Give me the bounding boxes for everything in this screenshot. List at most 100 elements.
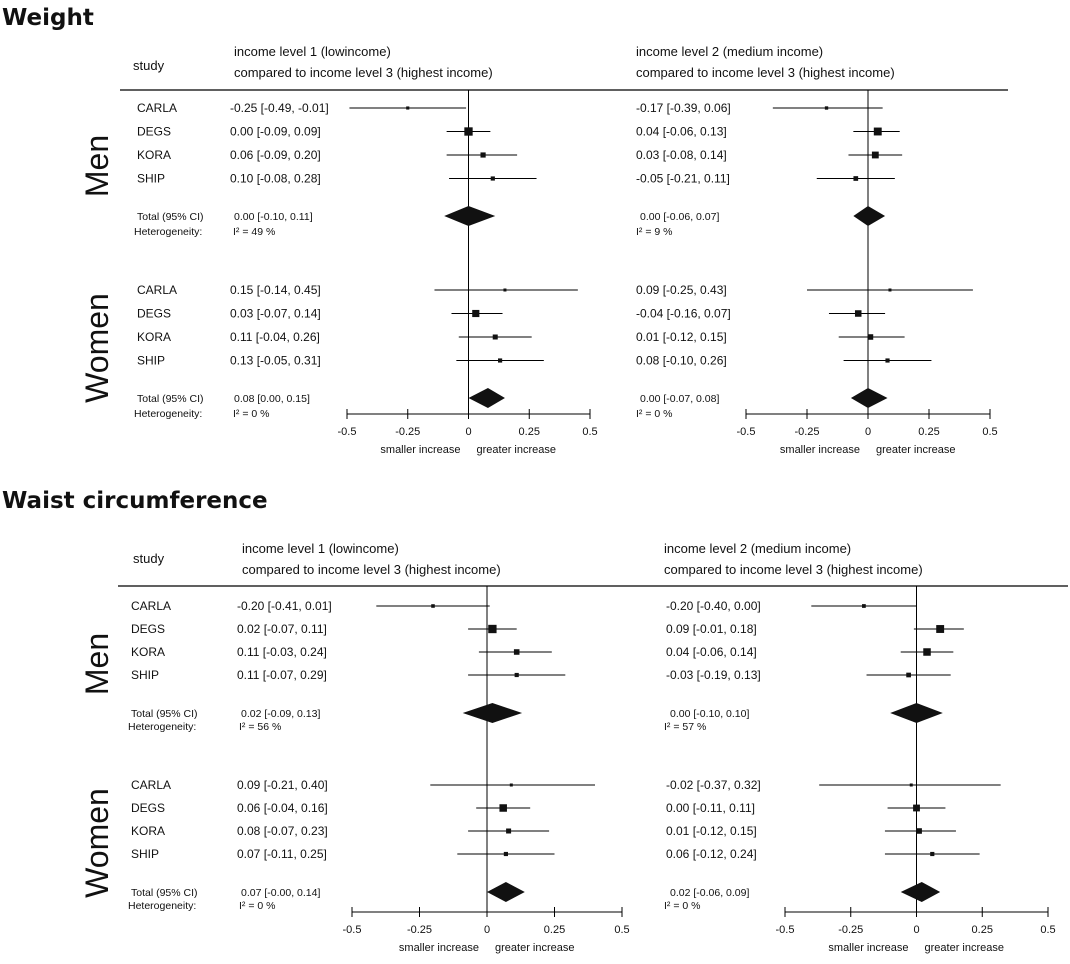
study-point-estimate (514, 672, 519, 678)
heterogeneity-i2: I² = 49 % (233, 226, 275, 238)
x-tick-label: 0 (913, 924, 919, 936)
x-tick-label: -0.25 (838, 924, 863, 936)
x-tick-label: -0.25 (407, 924, 432, 936)
x-tick-label: -0.5 (343, 924, 362, 936)
pooled-estimate-diamond (444, 206, 496, 226)
study-point-estimate (916, 828, 922, 834)
effect-estimate-label: -0.05 [-0.21, 0.11] (636, 172, 730, 186)
effect-estimate-label: 0.11 [-0.03, 0.24] (237, 645, 327, 659)
x-tick-label: 0.25 (544, 924, 565, 936)
study-name: DEGS (137, 307, 171, 321)
x-tick-label: 0.5 (582, 426, 597, 438)
study-point-estimate (906, 672, 911, 678)
forest-chart-weight: Weight study income level 1 (lowincome) com… (2, 5, 1008, 456)
effect-estimate-label: 0.02 [-0.07, 0.11] (237, 622, 327, 636)
x-tick-label: 0.5 (1040, 924, 1055, 936)
pooled-estimate-label: 0.00 [-0.07, 0.08] (640, 393, 719, 405)
effect-estimate-label: 0.04 [-0.06, 0.14] (666, 645, 757, 659)
study-point-estimate (506, 828, 512, 834)
panel-title-line2: compared to income level 3 (highest inco… (636, 65, 895, 80)
x-tick-label: 0.5 (614, 924, 629, 936)
x-tick-label: -0.5 (338, 426, 357, 438)
study-point-estimate (480, 152, 486, 158)
study-name: CARLA (131, 599, 171, 613)
effect-estimate-label: 0.09 [-0.25, 0.43] (636, 283, 727, 297)
study-point-estimate (909, 783, 913, 787)
study-point-estimate (472, 309, 480, 318)
axis-label-greater-increase: greater increase (925, 942, 1005, 954)
panel-title-line2: compared to income level 3 (highest inco… (242, 562, 501, 577)
pooled-estimate-label: 0.00 [-0.06, 0.07] (640, 211, 719, 223)
study-point-estimate (406, 106, 410, 110)
study-name: DEGS (137, 125, 171, 139)
effect-estimate-label: 0.03 [-0.07, 0.14] (230, 307, 321, 321)
study-point-estimate (871, 151, 879, 159)
heterogeneity-label: Heterogeneity: (134, 408, 202, 420)
panel-title-line1: income level 2 (medium income) (664, 541, 851, 556)
study-point-estimate (509, 783, 513, 787)
x-tick-label: 0.25 (519, 426, 540, 438)
heterogeneity-i2: I² = 56 % (239, 721, 281, 733)
panel-title-line1: income level 1 (lowincome) (242, 541, 399, 556)
effect-estimate-label: -0.20 [-0.40, 0.00] (666, 599, 761, 613)
effect-estimate-label: 0.11 [-0.04, 0.26] (230, 330, 320, 344)
panel-title-line2: compared to income level 3 (highest inco… (234, 65, 493, 80)
x-tick-label: -0.25 (395, 426, 420, 438)
effect-estimate-label: 0.09 [-0.01, 0.18] (666, 622, 757, 636)
study-point-estimate (498, 358, 503, 363)
study-column-header: study (133, 551, 165, 566)
effect-estimate-label: 0.08 [-0.10, 0.26] (636, 354, 727, 368)
effect-estimate-label: 0.03 [-0.08, 0.14] (636, 148, 727, 162)
effect-estimate-label: -0.03 [-0.19, 0.13] (666, 668, 761, 682)
effect-estimate-label: -0.20 [-0.41, 0.01] (237, 599, 332, 613)
effect-estimate-label: -0.17 [-0.39, 0.06] (636, 101, 731, 115)
pooled-estimate-diamond (890, 703, 943, 723)
pooled-estimate-label: 0.00 [-0.10, 0.11] (234, 211, 313, 223)
effect-estimate-label: 0.15 [-0.14, 0.45] (230, 283, 321, 297)
heterogeneity-label: Heterogeneity: (128, 721, 196, 733)
effect-estimate-label: 0.01 [-0.12, 0.15] (636, 330, 727, 344)
pooled-estimate-diamond (900, 882, 941, 902)
study-point-estimate (499, 804, 507, 812)
axis-label-smaller-increase: smaller increase (380, 444, 460, 456)
study-point-estimate (854, 310, 862, 317)
heterogeneity-i2: I² = 0 % (664, 900, 700, 912)
effect-estimate-label: 0.08 [-0.07, 0.23] (237, 824, 328, 838)
effect-estimate-label: -0.25 [-0.49, -0.01] (230, 101, 329, 115)
pooled-estimate-label: 0.00 [-0.10, 0.10] (670, 708, 749, 720)
study-point-estimate (888, 288, 892, 292)
study-name: SHIP (137, 354, 165, 368)
x-tick-label: -0.5 (737, 426, 756, 438)
study-point-estimate (873, 127, 882, 136)
study-point-estimate (923, 648, 931, 656)
effect-estimate-label: 0.13 [-0.05, 0.31] (230, 354, 321, 368)
study-point-estimate (853, 176, 859, 181)
pooled-estimate-diamond (468, 388, 505, 408)
effect-estimate-label: 0.10 [-0.08, 0.28] (230, 172, 321, 186)
x-tick-label: -0.25 (794, 426, 819, 438)
heterogeneity-i2: I² = 57 % (664, 721, 706, 733)
effect-estimate-label: 0.09 [-0.21, 0.40] (237, 778, 328, 792)
axis-label-smaller-increase: smaller increase (828, 942, 908, 954)
effect-estimate-label: 0.06 [-0.09, 0.20] (230, 148, 321, 162)
study-name: SHIP (131, 847, 159, 861)
heterogeneity-label: Heterogeneity: (134, 226, 202, 238)
study-point-estimate (488, 624, 497, 634)
study-point-estimate (913, 804, 920, 812)
panel-title-line2: compared to income level 3 (highest inco… (664, 562, 923, 577)
effect-estimate-label: 0.01 [-0.12, 0.15] (666, 824, 757, 838)
heterogeneity-i2: I² = 0 % (233, 408, 269, 420)
study-point-estimate (431, 604, 435, 608)
heterogeneity-i2: I² = 9 % (636, 226, 672, 238)
study-name: DEGS (131, 801, 165, 815)
heterogeneity-i2: I² = 0 % (636, 408, 672, 420)
total-label: Total (95% CI) (137, 211, 204, 223)
x-tick-label: 0.25 (972, 924, 993, 936)
study-point-estimate (930, 851, 935, 857)
total-label: Total (95% CI) (131, 708, 198, 720)
study-point-estimate (867, 334, 874, 340)
study-point-estimate (936, 625, 945, 633)
study-name: SHIP (131, 668, 159, 682)
study-name: KORA (137, 148, 171, 162)
study-point-estimate (464, 127, 473, 136)
